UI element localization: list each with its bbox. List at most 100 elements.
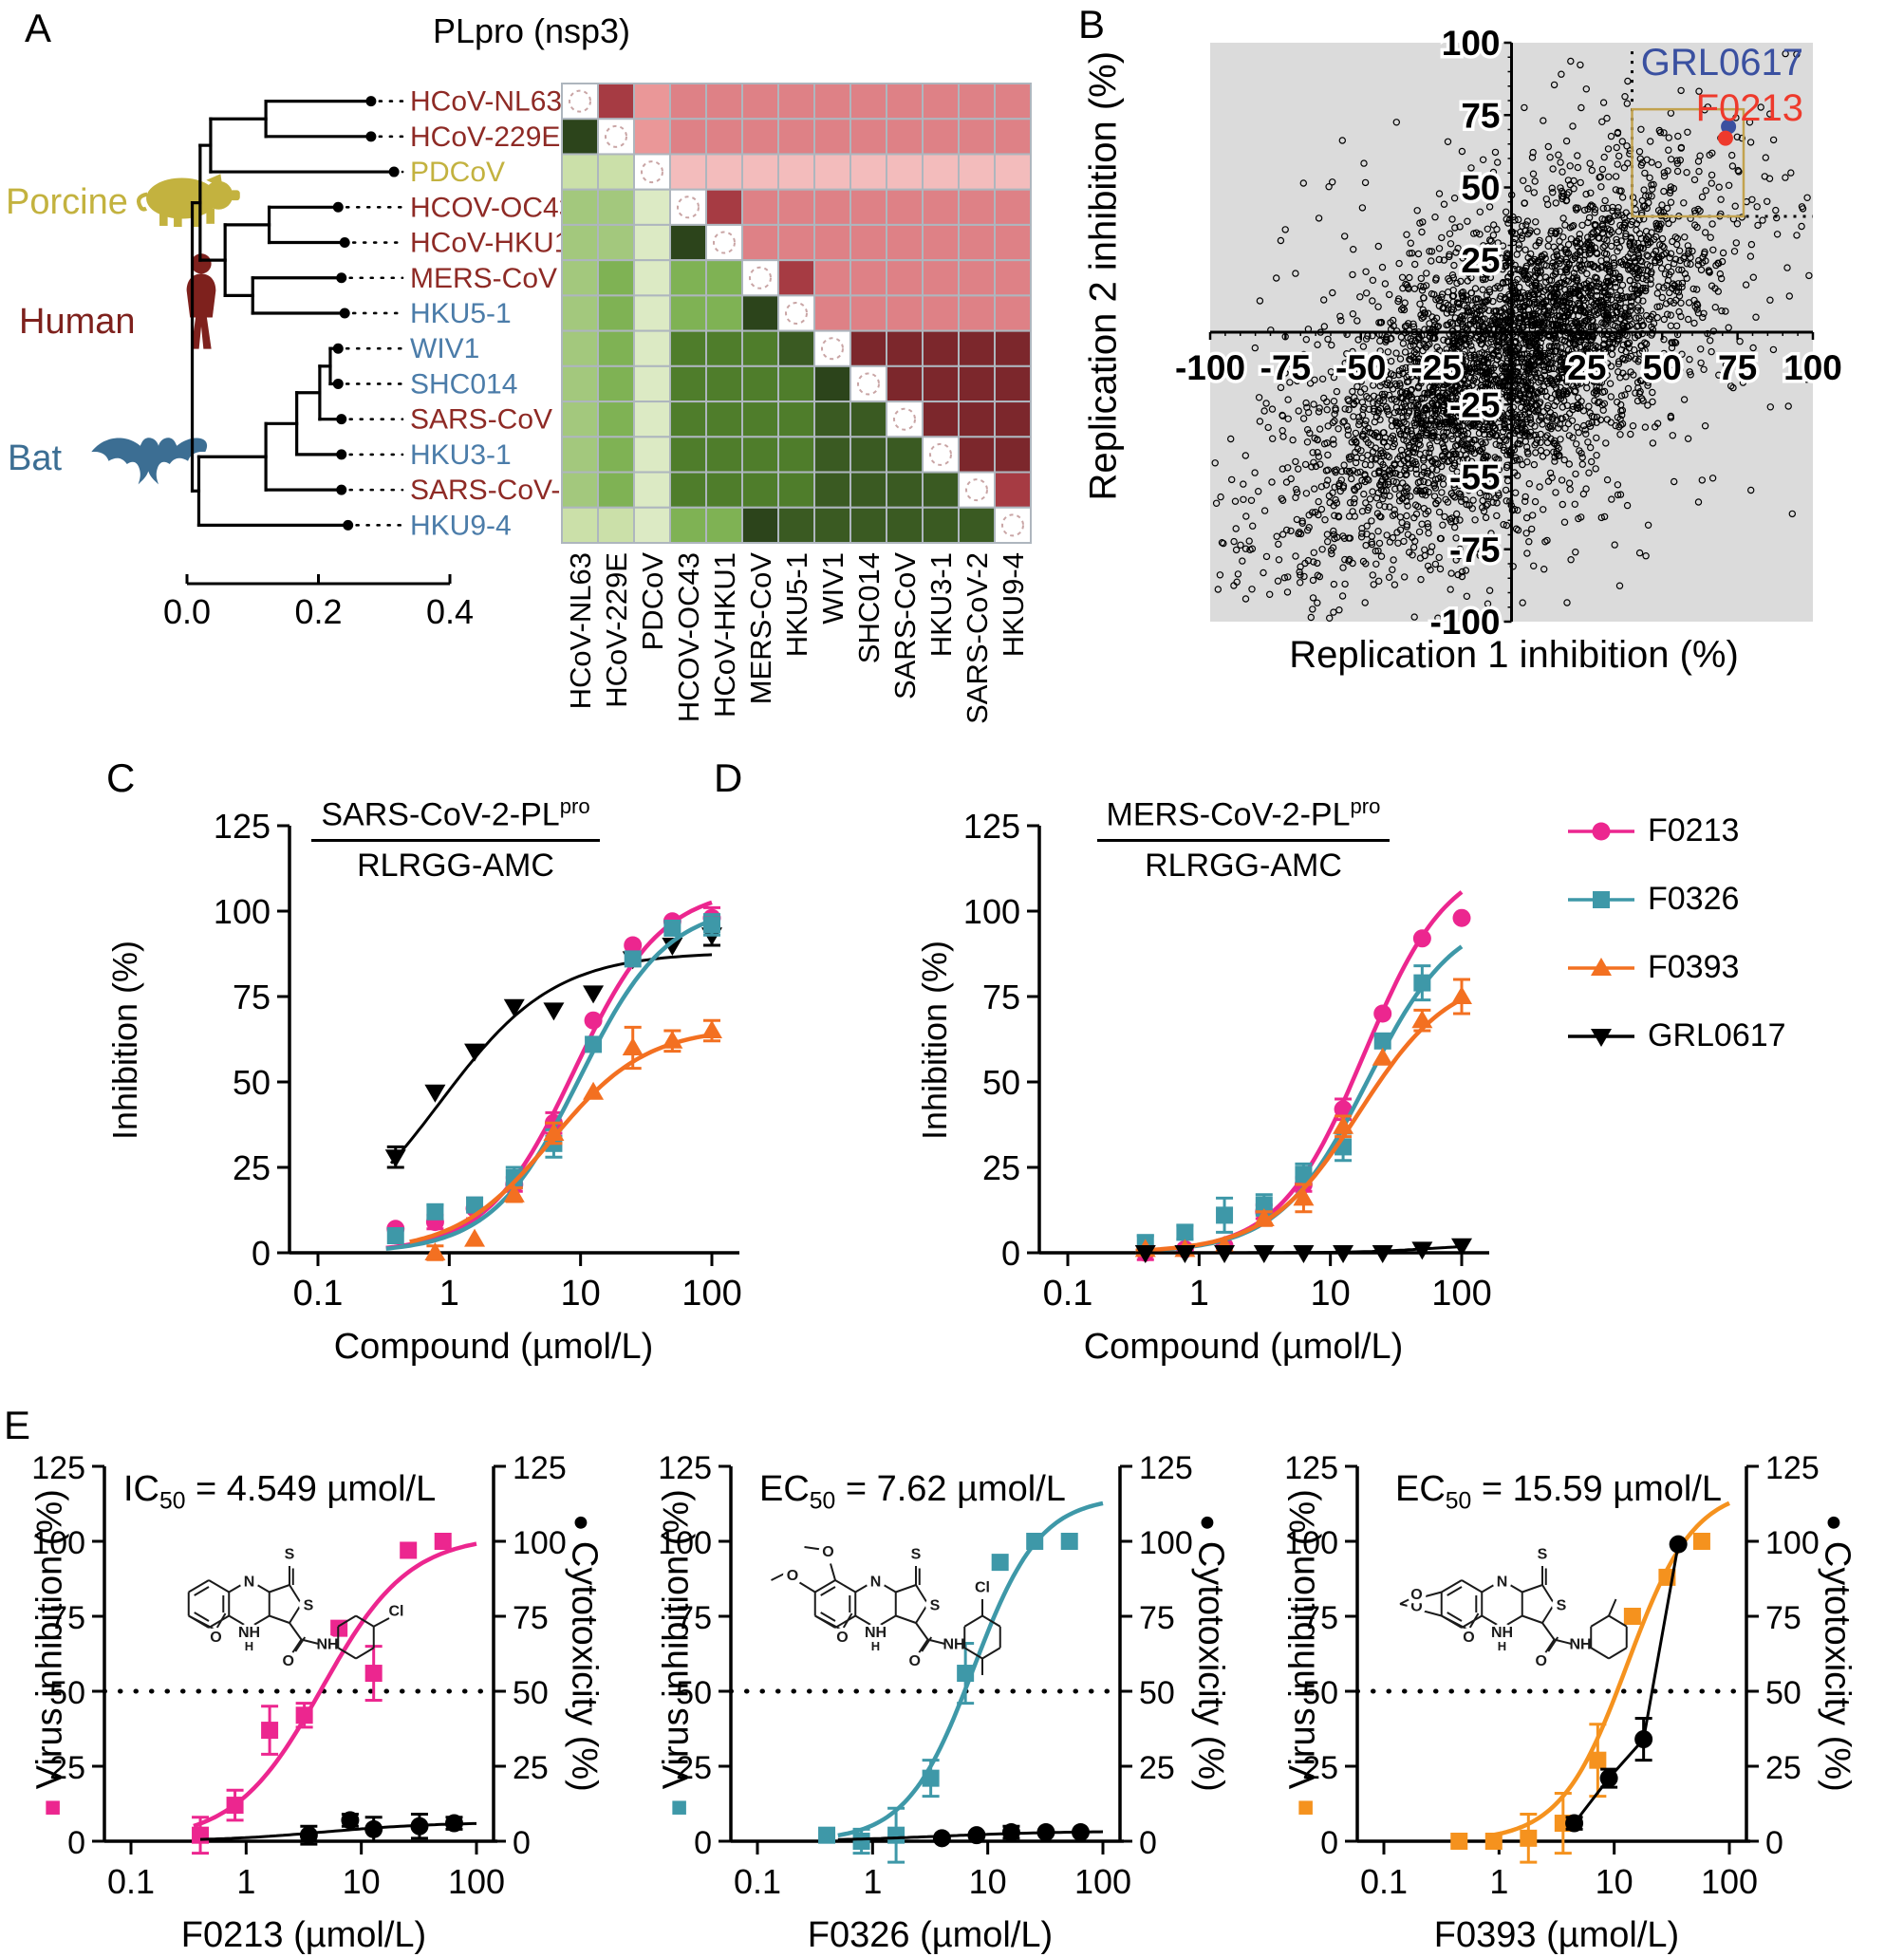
legend-label-f0326: F0326 xyxy=(1648,881,1740,917)
e3-xlabel: F0393 (µmol/L) xyxy=(1433,1915,1680,1955)
svg-text:50: 50 xyxy=(982,1063,1020,1102)
svg-text:HKU3-1: HKU3-1 xyxy=(924,552,958,657)
svg-text:1: 1 xyxy=(1489,1862,1508,1901)
legend-item-f0393: F0393 xyxy=(1566,949,1739,986)
e1-annotation-sub: 50 xyxy=(159,1488,186,1515)
e1-virus-marker-icon: ■ xyxy=(36,1799,68,1817)
svg-text:HCoV-HKU1: HCoV-HKU1 xyxy=(708,552,741,718)
svg-text:SARS-CoV-2: SARS-CoV-2 xyxy=(961,552,994,724)
panel-b-xlabel: Replication 1 inhibition (%) xyxy=(1289,634,1739,676)
e2-annotation-sub: 50 xyxy=(809,1488,836,1515)
svg-text:-25: -25 xyxy=(1449,385,1500,424)
svg-text:0.2: 0.2 xyxy=(294,592,342,631)
panel-d-title-denominator: RLRGG-AMC xyxy=(1145,847,1342,884)
e2-ylabel-right-text: Cytotoxicity (%) xyxy=(1190,1540,1231,1792)
e2-xlabel: F0326 (µmol/L) xyxy=(807,1915,1054,1955)
svg-text:1: 1 xyxy=(1189,1274,1209,1314)
svg-text:1: 1 xyxy=(236,1862,255,1901)
svg-text:10: 10 xyxy=(1596,1862,1633,1901)
svg-text:25: 25 xyxy=(1567,348,1606,387)
svg-text:HKU5-1: HKU5-1 xyxy=(780,552,813,657)
svg-text:Cl: Cl xyxy=(975,1580,990,1596)
e1-annotation-prefix: IC xyxy=(123,1469,159,1509)
panel-c-label: C xyxy=(106,755,136,800)
svg-text:-75: -75 xyxy=(1260,348,1311,387)
svg-text:-50: -50 xyxy=(1335,348,1386,387)
mers-cov-plpro-dose-plot: 0 25 50 75 100 125 0.1 1 10 100 xyxy=(963,807,1492,1314)
legend-label-f0393: F0393 xyxy=(1648,949,1740,985)
svg-text:1: 1 xyxy=(863,1862,882,1901)
legend-marker-f0393 xyxy=(1568,957,1634,976)
e3-annotation: EC50 = 15.59 µmol/L xyxy=(1395,1469,1722,1516)
svg-text:50: 50 xyxy=(676,1675,712,1711)
svg-text:25: 25 xyxy=(233,1148,271,1187)
panel-c-xlabel: Compound (µmol/L) xyxy=(333,1327,654,1367)
panel-c-ylabel: Inhibition (%) xyxy=(105,940,144,1141)
svg-text:S: S xyxy=(285,1547,295,1563)
svg-text:100: 100 xyxy=(1074,1862,1131,1901)
svg-text:WIV1: WIV1 xyxy=(410,333,479,364)
svg-text:H: H xyxy=(245,1639,253,1653)
legend-item-f0326: F0326 xyxy=(1566,881,1739,918)
scatter-legend-grl0617: GRL0617 xyxy=(1640,42,1803,84)
svg-text:100: 100 xyxy=(214,892,271,931)
svg-text:25: 25 xyxy=(1302,1750,1338,1786)
svg-text:100: 100 xyxy=(1284,1525,1338,1561)
svg-text:0: 0 xyxy=(1765,1825,1783,1861)
svg-text:75: 75 xyxy=(676,1600,712,1636)
svg-text:0: 0 xyxy=(67,1825,85,1861)
screening-scatter-plot: -100 -75 -50 -25 25 50 75 100 100 75 50 25 -25 -55 -75… xyxy=(1171,21,1845,645)
svg-text:50: 50 xyxy=(1461,169,1500,208)
e2-annotation-value: = 7.62 µmol/L xyxy=(845,1469,1066,1509)
e2-annotation-prefix: EC xyxy=(759,1469,810,1509)
e2-cyto-marker-icon: ● xyxy=(1192,1514,1224,1532)
svg-text:50: 50 xyxy=(1643,348,1682,387)
svg-text:0.1: 0.1 xyxy=(1360,1862,1408,1901)
svg-text:NH: NH xyxy=(1491,1625,1513,1641)
svg-text:100: 100 xyxy=(1765,1525,1820,1561)
svg-text:50: 50 xyxy=(1139,1675,1175,1711)
e2-ylabel-left: ■ Virus inhibition (%) xyxy=(657,1449,698,1857)
legend-marker-f0213 xyxy=(1568,822,1634,840)
svg-text:MERS-CoV: MERS-CoV xyxy=(744,552,777,705)
svg-text:25: 25 xyxy=(49,1750,85,1786)
e1-ylabel-left-text: Virus inhibition (%) xyxy=(29,1489,70,1790)
svg-text:O: O xyxy=(210,1630,221,1646)
similarity-heatmap: HCoV-NL63 HCoV-229E PDCoV HCOV-OC43 HCoV-HKU… xyxy=(561,83,1032,724)
svg-text:-75: -75 xyxy=(1449,531,1500,569)
svg-text:SHC014: SHC014 xyxy=(410,368,517,400)
svg-text:100: 100 xyxy=(1442,24,1501,63)
svg-text:75: 75 xyxy=(233,978,271,1016)
e3-ylabel-left-text: Virus inhibition (%) xyxy=(1282,1489,1323,1790)
panel-c-title-denominator: RLRGG-AMC xyxy=(357,847,554,884)
svg-text:S: S xyxy=(1538,1547,1548,1563)
svg-text:125: 125 xyxy=(1139,1450,1193,1486)
svg-text:HCOV-OC43: HCOV-OC43 xyxy=(410,192,574,223)
svg-text:50: 50 xyxy=(1302,1675,1338,1711)
svg-text:HCoV-229E: HCoV-229E xyxy=(410,121,560,153)
panel-d-ylabel: Inhibition (%) xyxy=(915,940,954,1141)
svg-text:10: 10 xyxy=(343,1862,381,1901)
svg-text:0: 0 xyxy=(1001,1234,1020,1273)
legend-marker-grl0617 xyxy=(1568,1028,1634,1047)
svg-text:100: 100 xyxy=(1431,1274,1491,1314)
legend-item-f0213: F0213 xyxy=(1566,812,1739,849)
svg-text:0.4: 0.4 xyxy=(426,592,474,631)
legend-label-grl0617: GRL0617 xyxy=(1648,1017,1786,1053)
e1-ylabel-right-text: Cytotoxicity (%) xyxy=(564,1540,605,1792)
panel-d-xlabel: Compound (µmol/L) xyxy=(1083,1327,1404,1367)
svg-text:S: S xyxy=(930,1597,941,1613)
panel-b-label: B xyxy=(1078,2,1106,47)
e1-xlabel: F0213 (µmol/L) xyxy=(180,1915,427,1955)
svg-text:50: 50 xyxy=(513,1675,549,1711)
svg-text:PDCoV: PDCoV xyxy=(636,552,669,651)
svg-text:125: 125 xyxy=(513,1450,567,1486)
e3-cyto-marker-icon: ● xyxy=(1819,1514,1851,1532)
svg-text:100: 100 xyxy=(963,892,1020,931)
svg-text:SARS-CoV: SARS-CoV xyxy=(888,552,922,699)
svg-text:O: O xyxy=(909,1653,921,1669)
e3-ylabel-left: ■ Virus inhibition (%) xyxy=(1283,1449,1324,1857)
svg-text:0: 0 xyxy=(1139,1825,1157,1861)
svg-text:0.1: 0.1 xyxy=(1043,1274,1093,1314)
